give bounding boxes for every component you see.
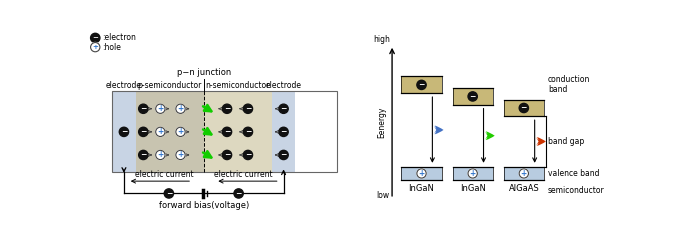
Text: +: + [470, 168, 476, 178]
Circle shape [223, 150, 232, 160]
Text: :hole: :hole [102, 43, 121, 52]
Bar [204, 91, 272, 172]
Text: −: − [521, 103, 527, 112]
Text: −: − [235, 189, 241, 198]
Circle shape [519, 169, 528, 178]
Text: +: + [158, 104, 164, 113]
Circle shape [519, 103, 528, 113]
Text: electrode: electrode [106, 81, 142, 90]
Circle shape [90, 43, 100, 52]
Circle shape [176, 127, 185, 136]
Circle shape [155, 150, 165, 160]
Text: low: low [377, 191, 390, 200]
Circle shape [155, 104, 165, 113]
Text: electrode: electrode [265, 81, 302, 90]
Circle shape [417, 169, 426, 178]
Bar [136, 91, 204, 172]
Text: −: − [166, 189, 172, 198]
Circle shape [279, 127, 288, 136]
Circle shape [155, 127, 165, 136]
Text: InGaN: InGaN [460, 184, 486, 193]
Circle shape [139, 150, 148, 160]
Text: +: + [419, 168, 425, 178]
Circle shape [139, 127, 148, 136]
Text: valence band: valence band [548, 169, 599, 178]
Circle shape [223, 104, 232, 113]
Text: −: − [281, 127, 287, 136]
Circle shape [244, 127, 253, 136]
Circle shape [244, 150, 253, 160]
Circle shape [279, 104, 288, 113]
Text: +: + [158, 150, 164, 159]
Text: −: − [140, 127, 146, 136]
Text: high: high [373, 35, 390, 44]
Circle shape [468, 169, 477, 178]
Text: Eenergy: Eenergy [377, 106, 386, 137]
Text: InGaN: InGaN [409, 184, 435, 193]
Circle shape [234, 189, 244, 198]
Text: AlGaAS: AlGaAS [508, 184, 539, 193]
Bar [401, 167, 442, 180]
Text: forward bias(voltage): forward bias(voltage) [159, 201, 249, 210]
Text: p-semiconductor: p-semiconductor [137, 81, 202, 90]
Bar [401, 76, 442, 93]
Text: −: − [245, 127, 251, 136]
Circle shape [279, 150, 288, 160]
Text: −: − [140, 104, 146, 113]
Bar [452, 167, 493, 180]
Text: electric current: electric current [134, 170, 193, 179]
Bar [112, 91, 337, 172]
Text: p−n junction: p−n junction [176, 68, 231, 77]
Circle shape [223, 127, 232, 136]
Bar [112, 91, 136, 172]
Text: +: + [92, 44, 98, 50]
Text: −: − [224, 104, 230, 113]
Text: −: − [245, 150, 251, 159]
Text: +: + [177, 104, 183, 113]
Text: −: − [224, 127, 230, 136]
Text: band gap: band gap [548, 137, 584, 146]
Text: electric current: electric current [214, 170, 273, 179]
Text: +: + [158, 127, 164, 136]
Circle shape [468, 92, 477, 101]
Text: −: − [281, 104, 287, 113]
Circle shape [176, 104, 185, 113]
Text: semiconductor: semiconductor [548, 186, 605, 195]
Text: :electron: :electron [102, 33, 136, 42]
Text: +: + [177, 127, 183, 136]
Text: −: − [120, 127, 127, 136]
Circle shape [139, 104, 148, 113]
Text: −: − [224, 150, 230, 159]
Text: −: − [281, 150, 287, 159]
Bar [452, 88, 493, 105]
Circle shape [417, 80, 426, 90]
Text: −: − [92, 34, 98, 41]
Text: +: + [521, 168, 527, 178]
Bar [504, 99, 544, 116]
Circle shape [119, 127, 129, 136]
Text: conduction
band: conduction band [548, 75, 590, 94]
Text: −: − [140, 150, 146, 159]
Text: n-semiconductor: n-semiconductor [206, 81, 270, 90]
Bar [272, 91, 295, 172]
Text: −: − [245, 104, 251, 113]
Circle shape [90, 33, 100, 43]
Bar [504, 167, 544, 180]
Text: −: − [419, 80, 425, 89]
Text: −: − [470, 92, 476, 101]
Text: +: + [177, 150, 183, 159]
Circle shape [244, 104, 253, 113]
Circle shape [164, 189, 174, 198]
Circle shape [176, 150, 185, 160]
